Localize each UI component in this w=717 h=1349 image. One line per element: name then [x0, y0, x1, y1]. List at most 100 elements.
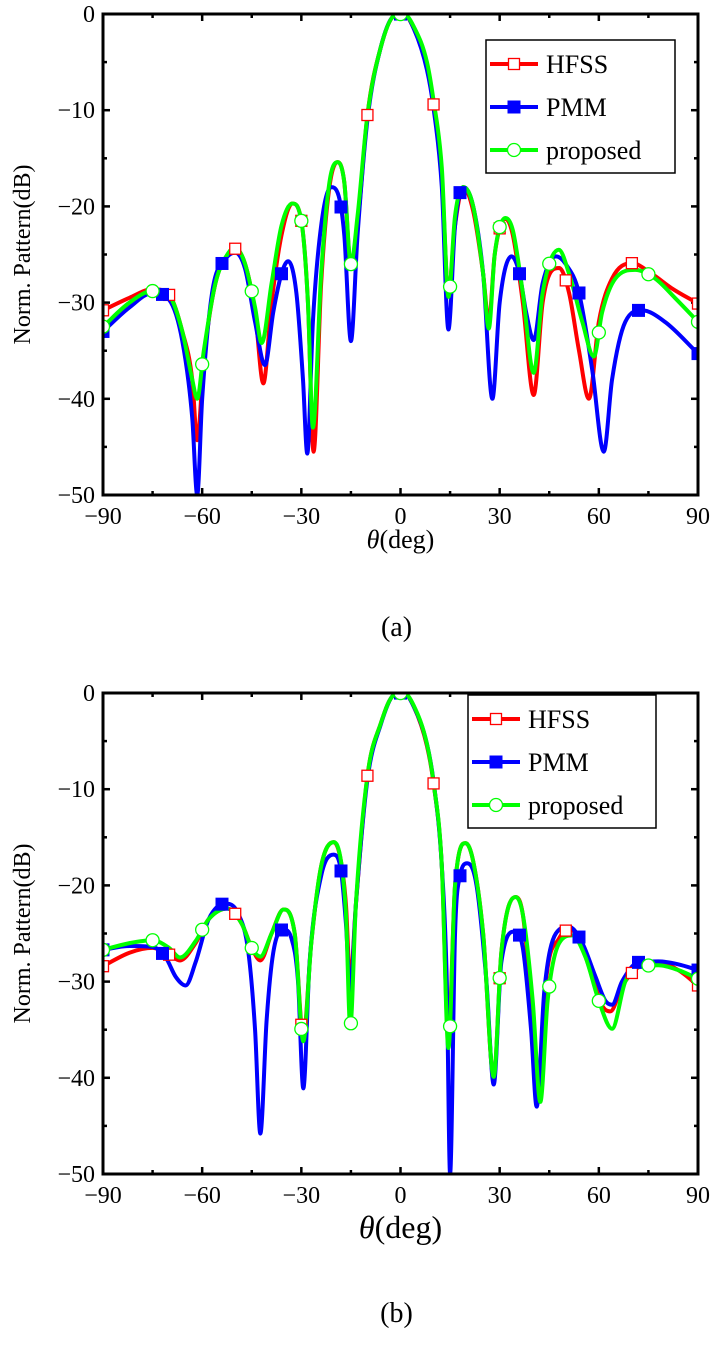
- data-point-pmm: [453, 186, 467, 200]
- chart-panel-a: −90 −60 −30 0 30 60 90 0 −10 −20 −30 −40 −50 Norm. Pa…: [10, 2, 710, 643]
- data-point-proposed: [195, 357, 210, 372]
- legend: HFSS PMM proposed: [485, 39, 676, 174]
- axes-frame: [101, 12, 700, 497]
- data-point-hfss: [427, 98, 440, 111]
- legend-marker-proposed: [506, 142, 522, 158]
- legend-marker-pmm: [507, 100, 521, 114]
- data-point-pmm: [275, 923, 288, 937]
- data-point-hfss: [103, 960, 110, 973]
- data-point-proposed: [641, 267, 656, 282]
- x-tick-label: −60: [183, 1183, 221, 1209]
- data-point-proposed: [492, 970, 507, 986]
- data-point-pmm: [572, 286, 586, 300]
- legend: HFSS PMM proposed: [467, 694, 657, 829]
- x-tick-label: 90: [686, 1183, 710, 1209]
- x-axis-label: θ(deg): [367, 525, 435, 554]
- x-axis-unit: (deg): [379, 525, 434, 554]
- data-point-pmm: [215, 256, 229, 270]
- y-tick-label: 0: [83, 2, 95, 28]
- y-axis-label: Norm. Pattern(dB): [10, 165, 36, 345]
- data-point-hfss: [625, 966, 639, 980]
- legend-marker-hfss: [489, 712, 503, 726]
- data-point-hfss: [427, 777, 440, 790]
- data-point-pmm: [513, 267, 526, 281]
- data-point-proposed: [542, 979, 557, 994]
- data-point-proposed: [195, 922, 210, 937]
- data-point-pmm: [275, 267, 288, 281]
- y-axis-label: Norm. Pattern(dB): [10, 844, 36, 1024]
- y-tick-label: −20: [57, 194, 95, 220]
- data-point-proposed: [591, 993, 606, 1008]
- y-tick-label: −40: [57, 387, 95, 413]
- x-tick-label: 60: [587, 504, 611, 530]
- x-axis-label: θ(deg): [359, 1209, 442, 1245]
- x-tick-label: 60: [587, 1183, 611, 1209]
- x-tick-label: 30: [488, 504, 512, 530]
- x-tick-label: 0: [395, 504, 407, 530]
- legend-label-hfss: HFSS: [546, 50, 608, 79]
- data-point-proposed: [591, 325, 606, 340]
- data-point-hfss: [691, 979, 698, 992]
- data-point-hfss: [103, 304, 110, 317]
- legend-marker-proposed: [488, 797, 504, 813]
- data-point-pmm: [632, 303, 645, 317]
- data-point-hfss: [559, 924, 572, 937]
- data-point-pmm: [453, 869, 467, 883]
- plot-area: [103, 693, 698, 1174]
- data-point-proposed: [244, 940, 259, 956]
- data-point-proposed: [145, 283, 160, 299]
- x-tick-label: −60: [183, 504, 221, 530]
- legend-marker-pmm: [489, 755, 503, 769]
- y-tick-label: −50: [57, 1162, 95, 1188]
- y-tick-label: −30: [57, 970, 95, 996]
- x-tick-label: −30: [283, 504, 321, 530]
- data-point-proposed: [244, 284, 259, 299]
- data-point-hfss: [229, 242, 242, 255]
- x-tick-label: −90: [84, 504, 122, 530]
- x-axis-symbol: θ: [367, 525, 380, 554]
- x-axis-symbol: θ: [359, 1209, 375, 1245]
- x-tick-label: 30: [488, 1183, 512, 1209]
- data-point-hfss: [691, 297, 698, 310]
- data-point-hfss: [229, 907, 242, 920]
- data-point-hfss: [361, 108, 374, 122]
- legend-marker-hfss: [507, 57, 521, 71]
- data-point-proposed: [690, 314, 698, 329]
- y-tick-label: −10: [57, 98, 95, 124]
- data-point-proposed: [294, 213, 309, 228]
- data-point-proposed: [145, 933, 160, 948]
- x-axis-unit: (deg): [375, 1209, 443, 1245]
- data-point-proposed: [103, 942, 111, 958]
- data-point-hfss: [625, 257, 639, 270]
- data-point-proposed: [294, 1021, 309, 1037]
- legend-label-pmm: PMM: [546, 93, 607, 122]
- data-point-proposed: [442, 279, 458, 294]
- legend-label-hfss: HFSS: [528, 705, 590, 734]
- data-point-proposed: [690, 971, 698, 986]
- legend-label-pmm: PMM: [528, 748, 589, 777]
- data-point-proposed: [542, 256, 557, 271]
- legend-label-proposed: proposed: [546, 136, 641, 165]
- x-tick-label: −30: [283, 1183, 321, 1209]
- legend-label-proposed: proposed: [528, 791, 623, 820]
- data-point-proposed: [343, 256, 359, 272]
- data-point-pmm: [691, 963, 698, 977]
- y-tick-label: −10: [57, 777, 95, 803]
- data-point-pmm: [691, 347, 698, 361]
- data-point-pmm: [215, 897, 229, 911]
- data-point-proposed: [343, 1016, 359, 1031]
- data-point-pmm: [572, 930, 586, 944]
- data-point-hfss: [361, 769, 374, 782]
- x-tick-label: 0: [395, 1183, 407, 1209]
- data-point-pmm: [513, 928, 526, 942]
- y-tick-label: −40: [57, 1066, 95, 1092]
- axes-frame: [101, 691, 700, 1176]
- panel-caption: (b): [380, 1298, 413, 1329]
- data-point-pmm: [334, 200, 348, 214]
- plot-area: [103, 14, 698, 495]
- data-point-proposed: [103, 319, 111, 334]
- data-point-proposed: [641, 958, 656, 973]
- data-point-proposed: [442, 1019, 458, 1034]
- x-tick-label: −90: [84, 1183, 122, 1209]
